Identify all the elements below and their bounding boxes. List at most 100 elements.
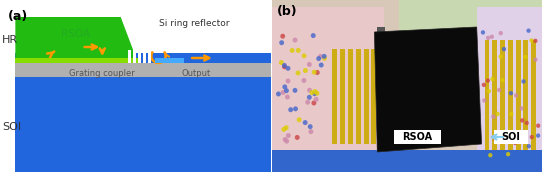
Circle shape (486, 78, 490, 83)
Circle shape (293, 37, 298, 42)
Circle shape (490, 35, 494, 39)
FancyBboxPatch shape (379, 49, 384, 144)
Circle shape (285, 95, 290, 100)
Circle shape (281, 90, 286, 95)
Circle shape (525, 121, 529, 125)
Circle shape (513, 141, 517, 145)
Text: Grating coupler: Grating coupler (69, 69, 135, 78)
Circle shape (281, 127, 286, 132)
Circle shape (293, 88, 298, 93)
Circle shape (481, 30, 485, 35)
Circle shape (290, 48, 295, 53)
Circle shape (530, 38, 534, 43)
Circle shape (295, 71, 300, 76)
Circle shape (283, 137, 287, 142)
Circle shape (519, 106, 524, 111)
FancyBboxPatch shape (133, 50, 136, 63)
Circle shape (533, 39, 538, 43)
Circle shape (295, 135, 300, 140)
Circle shape (500, 78, 505, 82)
Circle shape (303, 120, 308, 125)
Circle shape (322, 54, 327, 59)
Circle shape (312, 91, 317, 96)
Circle shape (279, 40, 284, 45)
Circle shape (284, 88, 289, 93)
Text: RSOA: RSOA (61, 29, 91, 39)
Text: Output: Output (182, 69, 211, 78)
Circle shape (499, 55, 503, 59)
FancyBboxPatch shape (494, 130, 528, 144)
Circle shape (293, 106, 298, 111)
FancyBboxPatch shape (515, 40, 520, 150)
Circle shape (495, 112, 500, 116)
Circle shape (482, 98, 486, 103)
FancyBboxPatch shape (332, 49, 337, 144)
Circle shape (288, 107, 293, 112)
Circle shape (526, 28, 531, 33)
FancyBboxPatch shape (364, 49, 369, 144)
Circle shape (314, 91, 319, 96)
Circle shape (286, 78, 291, 83)
Circle shape (302, 53, 307, 58)
Circle shape (280, 34, 285, 39)
Circle shape (312, 100, 317, 105)
FancyBboxPatch shape (15, 77, 271, 172)
Circle shape (282, 64, 287, 69)
Circle shape (296, 48, 301, 53)
Circle shape (497, 88, 501, 92)
Circle shape (309, 90, 314, 95)
Circle shape (286, 66, 291, 71)
Circle shape (487, 89, 491, 93)
FancyBboxPatch shape (399, 0, 542, 87)
FancyBboxPatch shape (508, 40, 513, 150)
FancyBboxPatch shape (15, 58, 138, 63)
FancyBboxPatch shape (371, 49, 376, 144)
FancyBboxPatch shape (492, 40, 497, 150)
Circle shape (486, 36, 490, 40)
Circle shape (491, 77, 494, 81)
Circle shape (533, 57, 538, 62)
Circle shape (303, 68, 308, 73)
Circle shape (311, 33, 315, 38)
FancyBboxPatch shape (15, 53, 271, 63)
Circle shape (491, 114, 495, 119)
Circle shape (536, 133, 540, 138)
Circle shape (314, 97, 319, 102)
FancyBboxPatch shape (485, 40, 489, 150)
Circle shape (521, 79, 526, 84)
Circle shape (509, 91, 513, 95)
Circle shape (493, 138, 498, 142)
Circle shape (318, 54, 323, 59)
Circle shape (284, 125, 289, 130)
Polygon shape (375, 27, 482, 152)
Text: HR: HR (2, 35, 18, 45)
FancyBboxPatch shape (143, 50, 146, 63)
FancyBboxPatch shape (0, 0, 271, 172)
FancyBboxPatch shape (272, 7, 384, 157)
FancyBboxPatch shape (128, 50, 131, 63)
Circle shape (509, 112, 514, 116)
Circle shape (482, 83, 486, 87)
FancyBboxPatch shape (531, 40, 536, 150)
Circle shape (312, 70, 317, 75)
Circle shape (520, 118, 524, 123)
Circle shape (301, 78, 306, 83)
Circle shape (316, 56, 321, 61)
FancyBboxPatch shape (348, 49, 353, 144)
Circle shape (307, 95, 312, 100)
Circle shape (506, 152, 510, 156)
Circle shape (282, 84, 287, 89)
Circle shape (527, 144, 531, 148)
Circle shape (286, 133, 291, 138)
FancyBboxPatch shape (138, 50, 141, 63)
FancyBboxPatch shape (477, 7, 542, 162)
Circle shape (307, 88, 312, 93)
Text: (a): (a) (8, 10, 28, 23)
Text: (b): (b) (277, 5, 298, 18)
Circle shape (319, 63, 324, 68)
Circle shape (322, 56, 327, 61)
FancyBboxPatch shape (524, 40, 528, 150)
Circle shape (284, 139, 289, 144)
Circle shape (279, 60, 284, 65)
Circle shape (305, 100, 310, 105)
